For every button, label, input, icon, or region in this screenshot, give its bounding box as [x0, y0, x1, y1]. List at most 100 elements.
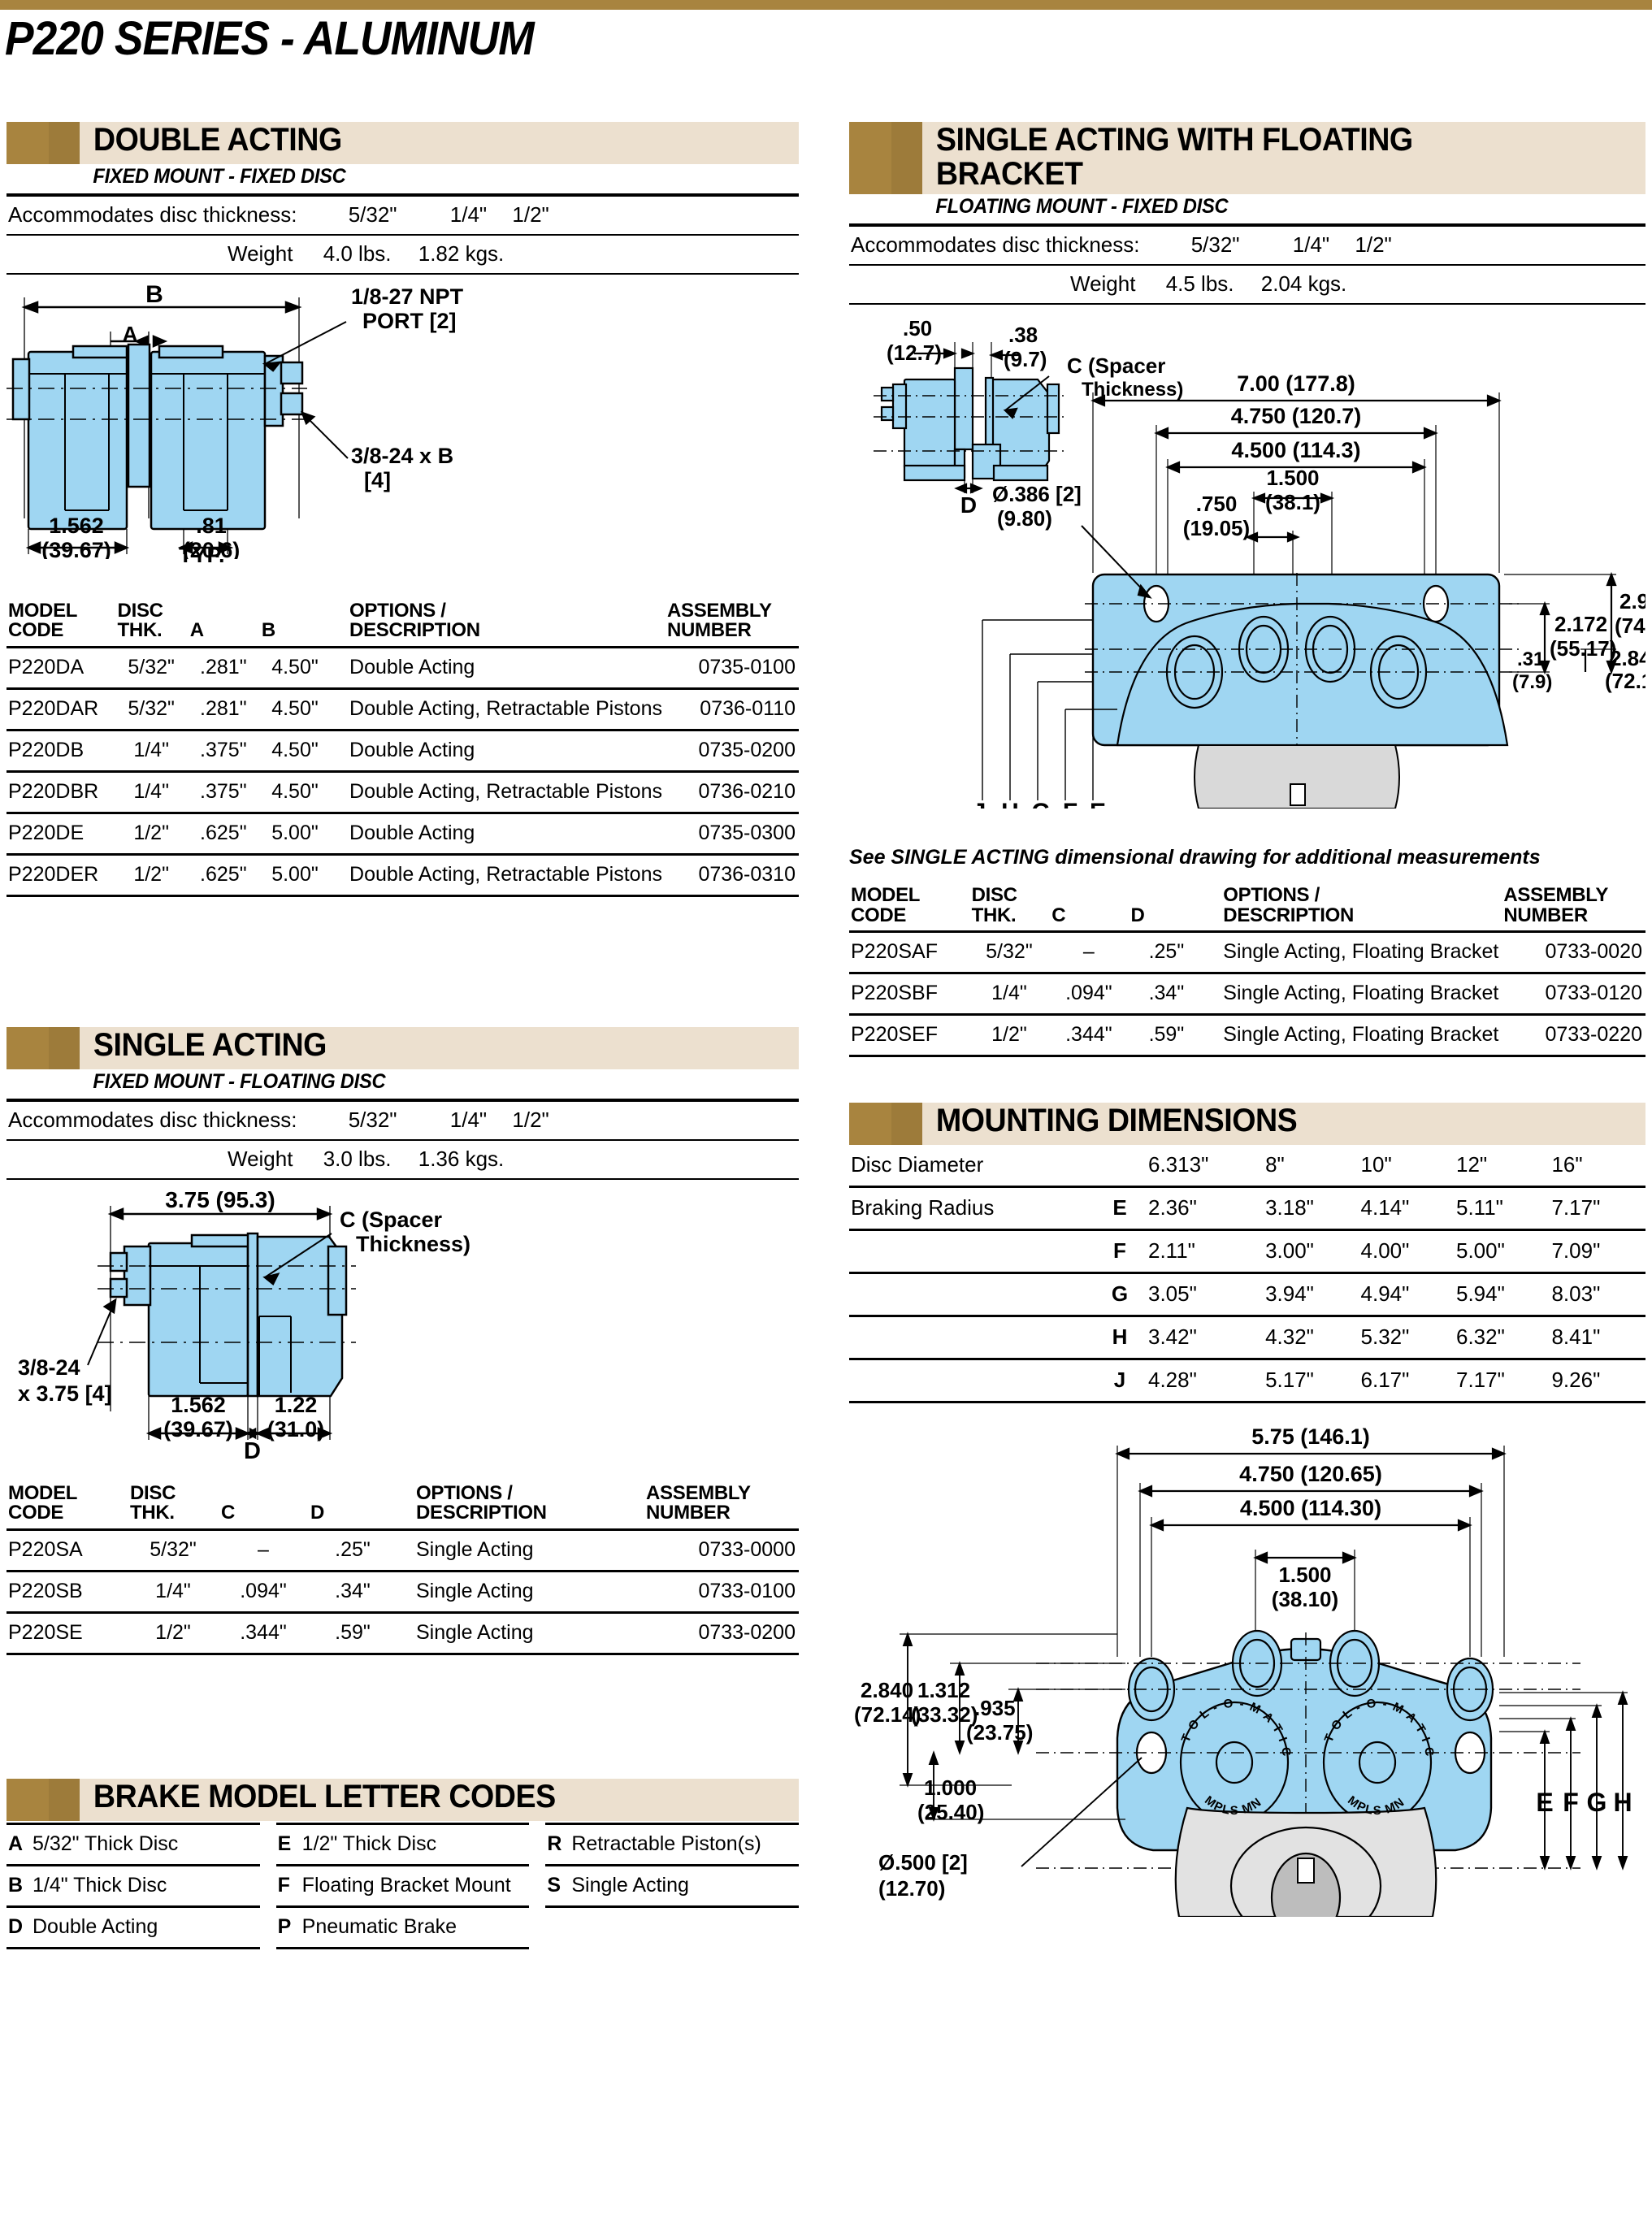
- dim-2840: 2.840: [861, 1678, 913, 1702]
- code-description: Pneumatic Brake: [301, 1914, 457, 1938]
- dim-4750: 4.750 (120.7): [1231, 404, 1362, 428]
- cell-assembly-number: 0733-0000: [698, 1537, 796, 1561]
- code-description: 1/4" Thick Disc: [33, 1873, 167, 1897]
- disc-dia-1: 6.313": [1148, 1152, 1209, 1177]
- cell-assembly-number: 0733-0200: [698, 1620, 796, 1644]
- double-acting-drawing: B A 1/8-27 NPT PORT [2] 3/8-24 x B [4] 1…: [7, 275, 799, 567]
- cell-assembly-number: 0733-0220: [1545, 1023, 1642, 1047]
- cell-description: Double Acting: [349, 738, 475, 761]
- single-acting-title: SINGLE ACTING: [93, 1026, 327, 1063]
- double-acting-accommodates-row: Accommodates disc thickness: 5/32" 1/4" …: [7, 197, 799, 234]
- dim-1312: 1.312: [917, 1678, 970, 1702]
- table-row: P220SBF 1/4" .094" .34" Single Acting, Float…: [849, 973, 1645, 1015]
- dim-b-label: B: [145, 281, 163, 308]
- list-item: A 5/32" Thick Disc: [7, 1822, 260, 1864]
- cell-value: 2.11": [1148, 1238, 1195, 1264]
- dim-2172-mm: (55.17): [1550, 636, 1616, 661]
- row-letter: E: [1112, 1195, 1127, 1220]
- cell-model-code: P220SBF: [851, 982, 939, 1005]
- thickness-3: 1/2": [512, 1107, 549, 1132]
- cell-d: .34": [335, 1579, 371, 1602]
- cell-assembly-number: 0735-0200: [698, 738, 796, 761]
- floating-bracket-drawing: .50 (12.7) .38 (9.7) C (Spacer Thickness…: [849, 305, 1645, 809]
- dim-700: 7.00 (177.8): [1237, 371, 1355, 396]
- single-acting-table-body: P220SA 5/32" – .25" Single Acting 0733-0000 P…: [7, 1529, 799, 1654]
- dim-1562: 1.562: [171, 1393, 226, 1417]
- th-d: D: [1130, 904, 1145, 926]
- table-row: P220DBR 1/4" .375" 4.50" Double Acting, Retr…: [7, 771, 799, 813]
- dim-1500: 1.500: [1278, 1563, 1331, 1587]
- table-row: P220SE 1/2" .344" .59" Single Acting 0733-020…: [7, 1612, 799, 1654]
- cell-a: .375": [200, 779, 247, 803]
- cell-description: Single Acting, Floating Bracket: [1223, 982, 1499, 1005]
- double-acting-table-body: P220DA 5/32" .281" 4.50" Double Acting 0735-0…: [7, 647, 799, 896]
- npt-port-note-line2: PORT [2]: [362, 309, 457, 333]
- row-letter: F: [1113, 1238, 1126, 1264]
- disc-dia-3: 10": [1360, 1152, 1392, 1177]
- cell-value: 3.42": [1148, 1324, 1197, 1350]
- cell-model-code: P220DER: [8, 862, 99, 886]
- cell-model-code: P220SEF: [851, 1023, 939, 1047]
- weight-label: Weight: [228, 1146, 293, 1171]
- code-letter: E: [277, 1832, 292, 1855]
- cell-description: Double Acting, Retractable Pistons: [349, 696, 662, 720]
- weight-lbs: 3.0 lbs.: [323, 1146, 392, 1171]
- th-c: C: [221, 1502, 236, 1524]
- code-description: 1/2" Thick Disc: [301, 1832, 437, 1855]
- cell-assembly-number: 0733-0120: [1545, 982, 1642, 1005]
- weight-kgs: 2.04 kgs.: [1260, 271, 1347, 297]
- dim-4500: 4.500 (114.3): [1231, 438, 1360, 462]
- letter-f: F: [1563, 1788, 1579, 1817]
- cell-a: .375": [200, 738, 247, 761]
- table-header-row: MODEL CODE DISC THK. A B OPTIONS / DESCRIPT…: [7, 598, 799, 647]
- cell-value: 6.32": [1456, 1324, 1505, 1350]
- accent-swatch-2: [891, 122, 922, 195]
- th-disc-thk: DISC THK.: [130, 1481, 176, 1524]
- list-item: P Pneumatic Brake: [275, 1905, 530, 1949]
- th-a: A: [189, 619, 204, 642]
- cell-assembly-number: 0733-0100: [698, 1579, 796, 1602]
- cell-model-code: P220DA: [8, 655, 85, 678]
- cell-b: 4.50": [271, 779, 319, 803]
- thickness-2: 1/4": [449, 202, 488, 227]
- dim-1000-mm: (25.40): [917, 1800, 984, 1824]
- cell-disc-thk: 1/2": [133, 862, 169, 886]
- dim-284-mm: (72.1): [1605, 669, 1645, 693]
- cell-value: 7.17": [1551, 1195, 1601, 1220]
- letter-codes-header-bar: BRAKE MODEL LETTER CODES: [7, 1778, 799, 1821]
- letter-h: H: [1001, 799, 1019, 809]
- dim-31: .31: [1517, 648, 1544, 670]
- letter-g: G: [1587, 1788, 1607, 1817]
- cell-disc-thk: 1/4": [155, 1579, 191, 1602]
- th-c: C: [1051, 904, 1066, 926]
- dim-typ-label: TYP.: [179, 543, 225, 567]
- row-name: [849, 1273, 1093, 1316]
- dim-d-label: D: [960, 492, 977, 518]
- floating-bracket-table: MODEL CODE DISC THK. C D OPTIONS / DESCRIPT…: [849, 882, 1645, 1057]
- accommodates-label: Accommodates disc thickness:: [8, 202, 297, 227]
- letter-codes-column-2: E 1/2" Thick Disc F Floating Bracket Mount…: [275, 1822, 530, 1949]
- code-letter: D: [8, 1914, 24, 1938]
- cell-value: 7.09": [1551, 1238, 1601, 1264]
- th-model-code: MODEL CODE: [8, 600, 78, 642]
- mounting-header-row: Disc Diameter 6.313" 8" 10" 12" 16": [849, 1145, 1645, 1187]
- mounting-dimensions-title: MOUNTING DIMENSIONS: [935, 1103, 1298, 1139]
- dia-500: Ø.500 [2]: [878, 1850, 968, 1875]
- code-description: Retractable Piston(s): [571, 1832, 761, 1855]
- single-acting-weight-row: Weight 3.0 lbs. 1.36 kgs.: [7, 1141, 799, 1178]
- cell-b: 5.00": [271, 862, 319, 886]
- dim-1562-mm: (39.67): [163, 1417, 233, 1441]
- dia-386: Ø.386 [2]: [992, 482, 1082, 506]
- dim-a-label: A: [123, 322, 138, 346]
- cell-b: 4.50": [271, 738, 319, 761]
- thickness-2: 1/4": [1292, 232, 1330, 258]
- cell-description: Double Acting, Retractable Pistons: [349, 779, 662, 803]
- dim-122-mm: (31.0): [267, 1417, 325, 1441]
- cell-value: 3.05": [1148, 1281, 1197, 1307]
- dia-386-mm: (9.80): [997, 506, 1052, 531]
- cell-value: 8.41": [1551, 1324, 1601, 1350]
- floating-bracket-table-body: P220SAF 5/32" – .25" Single Acting, Floating…: [849, 931, 1645, 1056]
- letter-h: H: [1613, 1788, 1632, 1817]
- dim-284: 2.84: [1610, 646, 1645, 670]
- cell-disc-thk: 1/2": [133, 821, 169, 844]
